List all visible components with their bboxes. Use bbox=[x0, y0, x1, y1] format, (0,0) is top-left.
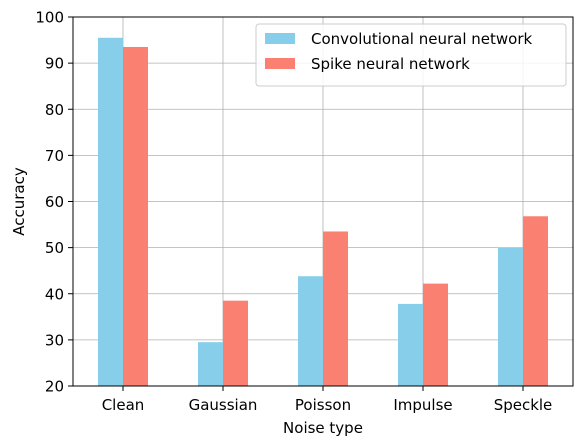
bar-snn-clean bbox=[123, 46, 148, 386]
legend-box bbox=[255, 23, 567, 87]
y-axis-label: Accuracy bbox=[10, 167, 28, 236]
y-tick-label: 40 bbox=[45, 285, 64, 303]
x-tick-label: Impulse bbox=[393, 396, 452, 414]
y-tick-label: 80 bbox=[45, 101, 64, 119]
legend-label-cnn: Convolutional neural network bbox=[311, 30, 533, 48]
y-tick-label: 20 bbox=[45, 378, 64, 396]
y-tick-label: 50 bbox=[45, 239, 64, 257]
y-axis-ticks: 20 30 40 50 60 70 80 90 100 bbox=[35, 9, 73, 396]
bar-cnn-speckle bbox=[498, 247, 523, 386]
legend-label-snn: Spike neural network bbox=[311, 55, 470, 73]
y-tick-label: 100 bbox=[35, 9, 64, 27]
bar-cnn-poisson bbox=[298, 276, 323, 386]
y-tick-label: 70 bbox=[45, 147, 64, 165]
bar-cnn-clean bbox=[98, 37, 123, 386]
bar-snn-impulse bbox=[423, 283, 448, 386]
y-tick-label: 60 bbox=[45, 193, 64, 211]
x-axis-ticks: Clean Gaussian Poisson Impulse Speckle bbox=[102, 386, 553, 414]
x-tick-label: Clean bbox=[102, 396, 145, 414]
bar-cnn-gaussian bbox=[198, 342, 223, 386]
legend-swatch-snn bbox=[265, 58, 295, 69]
x-tick-label: Gaussian bbox=[189, 396, 258, 414]
x-tick-label: Speckle bbox=[494, 396, 553, 414]
bar-snn-gaussian bbox=[223, 300, 248, 386]
x-tick-label: Poisson bbox=[295, 396, 351, 414]
y-tick-label: 30 bbox=[45, 331, 64, 349]
x-axis-label: Noise type bbox=[283, 419, 363, 437]
y-tick-label: 90 bbox=[45, 55, 64, 73]
legend-swatch-cnn bbox=[265, 33, 295, 44]
bar-cnn-impulse bbox=[398, 303, 423, 386]
bar-snn-speckle bbox=[523, 216, 548, 386]
bars bbox=[98, 37, 548, 386]
legend: Convolutional neural network Spike neura… bbox=[255, 23, 567, 87]
bar-snn-poisson bbox=[323, 231, 348, 386]
